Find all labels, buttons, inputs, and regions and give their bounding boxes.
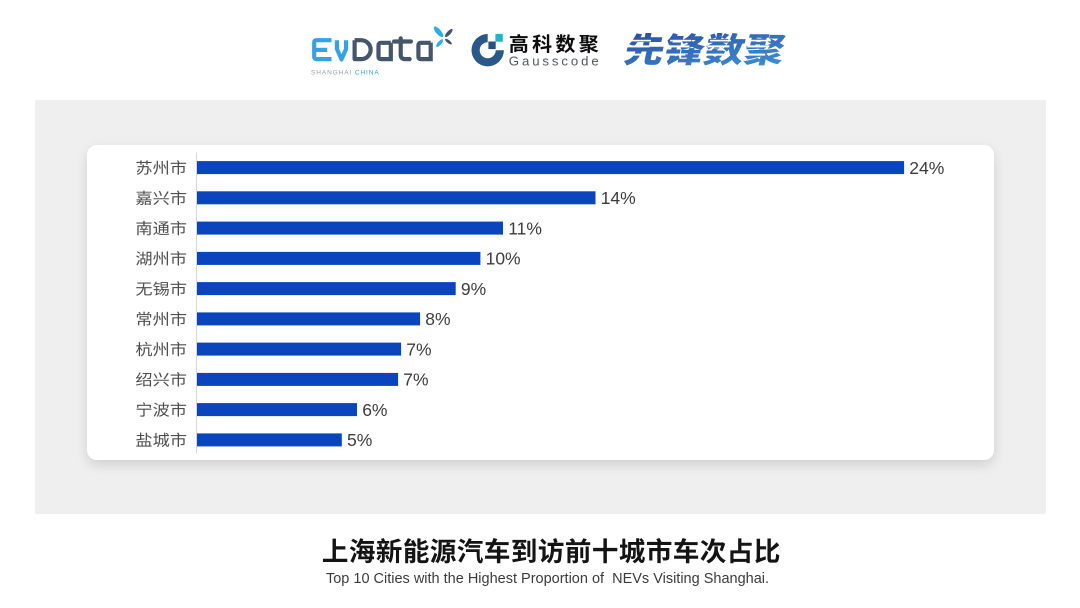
- svg-text:Gausscode: Gausscode: [509, 54, 602, 69]
- svg-text:5%: 5%: [347, 430, 372, 450]
- svg-text:10%: 10%: [486, 249, 521, 269]
- svg-text:7%: 7%: [406, 339, 431, 359]
- svg-text:Top 10 Cities with the Highest: Top 10 Cities with the Highest Proportio…: [326, 571, 769, 587]
- svg-text:9%: 9%: [461, 279, 486, 299]
- svg-text:14%: 14%: [601, 188, 636, 208]
- svg-text:7%: 7%: [403, 370, 428, 390]
- svg-text:11%: 11%: [508, 218, 542, 238]
- svg-text:8%: 8%: [425, 309, 450, 329]
- svg-text:24%: 24%: [909, 158, 944, 178]
- svg-text:6%: 6%: [362, 400, 387, 420]
- svg-text:SHANGHAI CHINA: SHANGHAI CHINA: [311, 69, 380, 76]
